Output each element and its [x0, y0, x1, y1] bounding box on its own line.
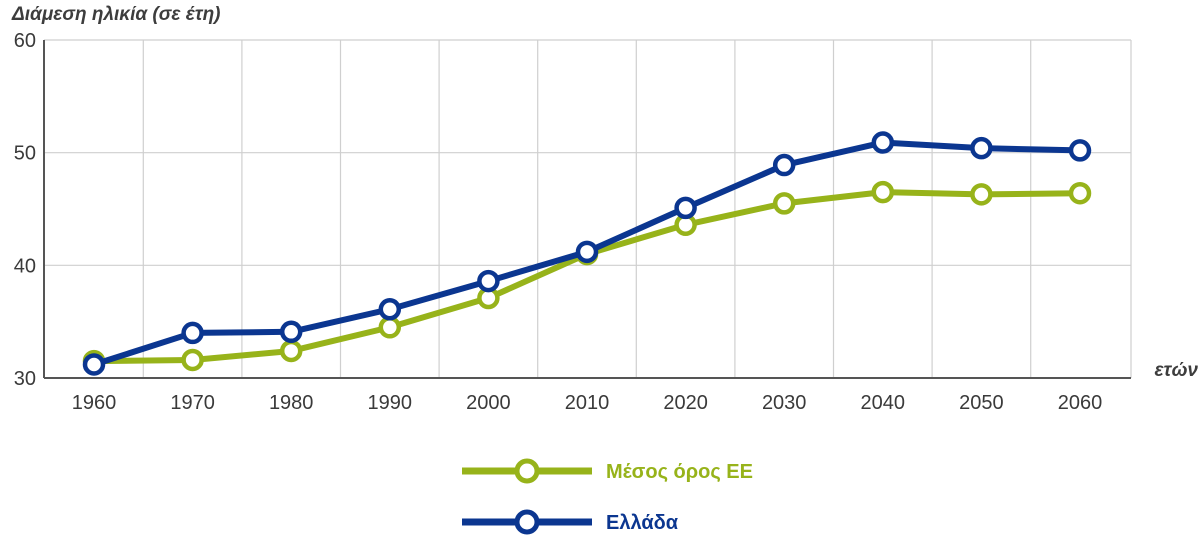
legend-item: Ελλάδα	[462, 509, 679, 535]
x-tick-label: 1960	[72, 392, 117, 414]
legend-label: Μέσος όρος ΕΕ	[606, 461, 753, 483]
data-point	[82, 353, 106, 376]
axes	[43, 40, 1131, 379]
x-tick-label: 1990	[368, 392, 413, 414]
data-point	[181, 321, 204, 345]
x-tick-labels: 1960 1970 1980 1990 2000 2010 2020 2030 2040 2050…	[72, 392, 1103, 414]
data-point	[772, 153, 796, 177]
x-tick-label: 2030	[762, 392, 807, 414]
x-tick-label: 2060	[1058, 392, 1103, 414]
y-tick-labels: 30 40 50 60	[14, 30, 36, 390]
grid-lines	[44, 39, 1132, 378]
series-group	[82, 131, 1092, 376]
y-tick-label: 30	[14, 368, 36, 390]
legend-label: Ελλάδα	[606, 512, 679, 534]
data-point	[279, 320, 303, 344]
x-tick-label: 2050	[959, 392, 1004, 414]
x-tick-label: 2010	[565, 392, 610, 414]
data-point	[970, 136, 993, 160]
x-tick-label: 1980	[269, 392, 314, 414]
legend-swatch-marker	[514, 458, 540, 484]
series-2	[82, 131, 1092, 376]
y-tick-label: 60	[14, 30, 36, 52]
data-point	[477, 269, 500, 293]
data-point	[1068, 181, 1092, 205]
x-axis-title: ετών	[1154, 360, 1198, 381]
data-point	[871, 180, 895, 204]
data-point	[378, 298, 402, 321]
series-1	[82, 180, 1092, 373]
data-point	[871, 131, 895, 154]
x-tick-label: 2000	[466, 392, 511, 414]
legend-swatch-marker	[514, 509, 540, 535]
legend-item: Μέσος όρος ΕΕ	[462, 458, 753, 484]
data-point	[378, 316, 402, 339]
data-point	[181, 348, 204, 372]
x-tick-label: 2020	[663, 392, 708, 414]
x-tick-label: 1970	[170, 392, 215, 414]
data-point	[279, 339, 303, 363]
y-tick-label: 50	[14, 143, 36, 165]
data-point	[970, 183, 993, 206]
x-tick-label: 2040	[861, 392, 906, 414]
y-tick-label: 40	[14, 255, 36, 277]
legend: Μέσος όρος ΕΕ Ελλάδα	[462, 458, 753, 535]
data-point	[772, 192, 796, 215]
data-point	[575, 240, 599, 264]
data-point	[1068, 139, 1092, 162]
data-point	[674, 196, 697, 220]
y-axis-title: Διάμεση ηλικία (σε έτη)	[11, 4, 221, 25]
